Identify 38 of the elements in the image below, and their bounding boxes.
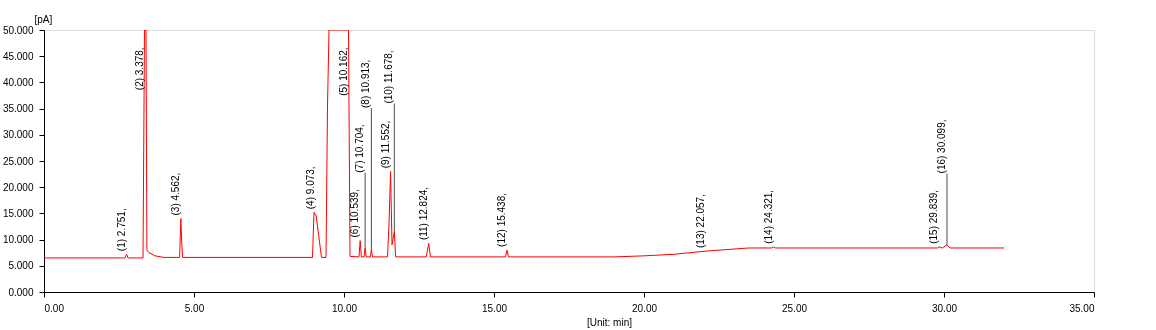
line-series [44,30,1005,259]
x-tick-label: 10.00 [331,302,358,314]
annotation: (5) 10.162, [337,47,349,96]
annotation: (9) 11.552, [379,120,391,169]
annotation: (3) 4.562, [169,172,181,216]
x-tick-label: 30.00 [931,302,958,314]
y-tick-label: 30.000 [2,129,34,141]
y-tick-label: 20.000 [2,181,34,193]
x-tick-label: 35.00 [1069,302,1095,314]
x-tick-label: 25.00 [781,302,808,314]
annotation: (10) 11.678, [383,50,395,104]
y-tick-label: 15.000 [2,207,34,219]
annotation: (16) 30.099, [935,119,947,174]
y-tick-label: 5.000 [8,260,34,272]
y-tick-label: 10.000 [2,234,34,246]
annotation: (4) 9.073, [305,166,317,210]
annotation: (6) 10.539, [349,189,361,238]
x-tick-label: 20.00 [631,302,658,314]
y-tick-label: 0.000 [8,286,34,298]
annotation: (12) 15.438, [496,193,508,247]
y-tick-label: 45.000 [2,50,34,62]
y-tick-label: 35.000 [2,103,34,115]
annotation: (7) 10.704, [354,124,366,173]
y-axis-title: [pA] [34,13,53,25]
x-tick-label: 5.00 [184,302,205,314]
y-tick-label: 40.000 [2,76,34,88]
y-tick-label: 25.000 [2,155,34,167]
annotation: (2) 3.378, [134,47,146,91]
x-tick-label: 15.00 [481,302,508,314]
annotation: (11) 12.824, [417,186,429,241]
annotation: (13) 22.057, [694,194,706,248]
annotation: (14) 24.321, [762,189,774,244]
annotation: (1) 2.751, [115,208,127,252]
annotation: (15) 29.839, [928,189,940,244]
annotation: (8) 10.913, [360,59,372,109]
x-tick-label: 0.00 [44,302,65,314]
x-axis-title: [Unit: min] [586,316,633,328]
y-tick-label: 50.000 [2,24,34,36]
